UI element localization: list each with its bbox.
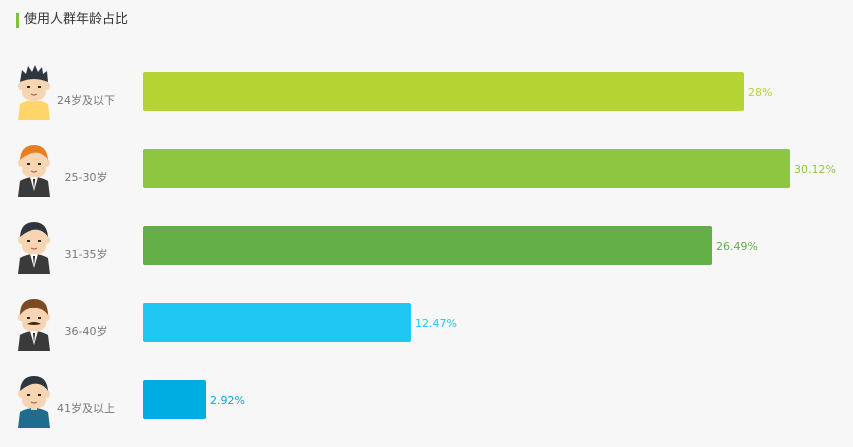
value-label: 30.12% <box>794 163 836 176</box>
chart-row: 36-40岁 12.47% <box>0 287 853 357</box>
chart-title-group: 使用人群年龄占比 <box>16 12 128 28</box>
man-mustache-suit-icon <box>18 299 50 351</box>
young-man-casual-icon <box>18 65 50 120</box>
category-label: 24岁及以下 <box>57 94 115 107</box>
value-label: 26.49% <box>716 240 758 253</box>
value-label: 28% <box>748 86 773 99</box>
chart-row: 24岁及以下 28% <box>0 56 853 126</box>
bar <box>143 303 411 342</box>
bar <box>143 226 712 265</box>
value-label: 2.92% <box>210 394 245 407</box>
category-label: 36-40岁 <box>64 325 108 338</box>
chart-row: 31-35岁 26.49% <box>0 210 853 280</box>
category-label: 31-35岁 <box>64 248 108 261</box>
value-label: 12.47% <box>415 317 457 330</box>
chart-row: 41岁及以上 2.92% <box>0 364 853 434</box>
man-black-hair-suit-icon <box>18 222 50 274</box>
chart-title: 使用人群年龄占比 <box>24 12 129 27</box>
bar <box>143 380 206 419</box>
category-label: 41岁及以上 <box>57 402 115 415</box>
title-accent-bar <box>16 12 19 28</box>
chart-row: 25-30岁 30.12% <box>0 133 853 203</box>
category-label: 25-30岁 <box>64 171 108 184</box>
bar <box>143 72 744 111</box>
bar <box>143 149 790 188</box>
older-man-casual-icon <box>18 376 50 428</box>
young-man-orange-hair-suit-icon <box>18 145 50 197</box>
